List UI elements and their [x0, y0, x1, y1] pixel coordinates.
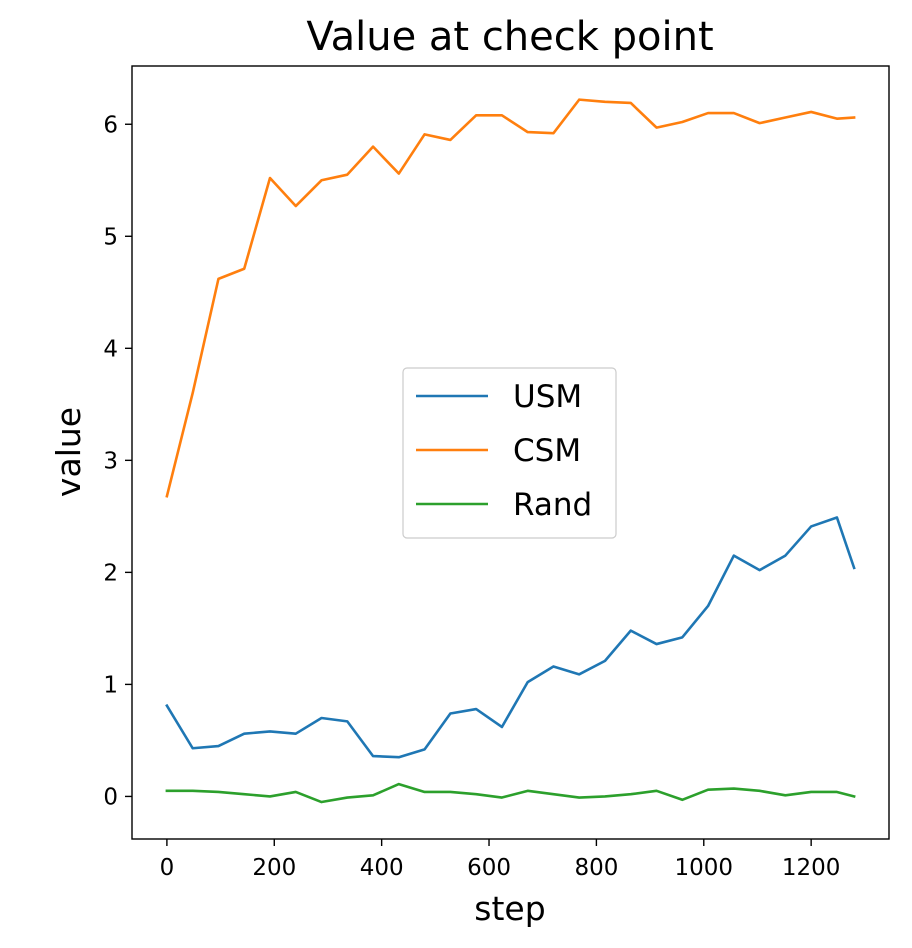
axes: 0 200 400 600 800 1000 1200 0 1 2 3 4 5 6 — [103, 112, 840, 881]
y-tick-label: 3 — [103, 448, 118, 474]
legend-label-csm: CSM — [513, 433, 581, 469]
x-tick-label: 800 — [574, 855, 618, 881]
x-tick-label: 200 — [252, 855, 296, 881]
legend-label-rand: Rand — [513, 487, 592, 523]
x-tick-label: 1000 — [675, 855, 734, 881]
x-tick-label: 400 — [360, 855, 404, 881]
y-tick-label: 6 — [103, 112, 118, 138]
x-tick-label: 1200 — [782, 855, 841, 881]
legend-label-usm: USM — [513, 379, 582, 415]
legend: USM CSM Rand — [402, 367, 617, 539]
legend-box — [402, 367, 617, 539]
chart-title: Value at check point — [306, 14, 713, 60]
y-tick-label: 5 — [103, 224, 118, 250]
x-tick-label: 0 — [160, 855, 175, 881]
x-tick-label: 600 — [467, 855, 511, 881]
series-lines — [165, 98, 856, 804]
x-axis-label: step — [474, 889, 545, 928]
y-tick-label: 4 — [103, 336, 118, 362]
y-tick-label: 1 — [103, 672, 118, 698]
plot-frame — [131, 65, 890, 840]
series-line-usm — [165, 516, 856, 759]
series-line-rand — [165, 782, 856, 804]
y-axis-label: value — [49, 407, 88, 497]
y-tick-label: 0 — [103, 784, 118, 810]
series-line-csm — [165, 98, 856, 498]
y-tick-label: 2 — [103, 560, 118, 586]
